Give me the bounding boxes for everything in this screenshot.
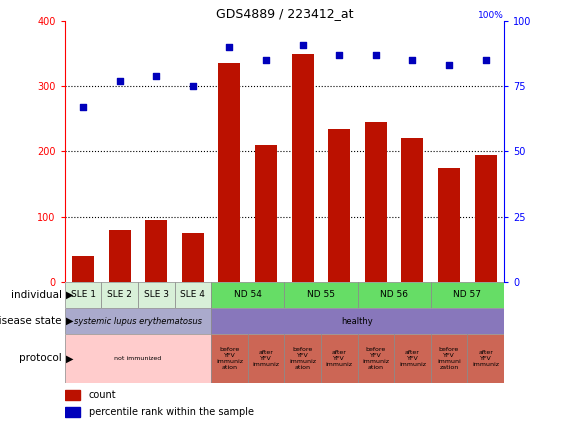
Bar	[358, 282, 431, 308]
Bar	[431, 334, 467, 383]
Text: SLE 3: SLE 3	[144, 290, 169, 299]
Point	[445, 62, 454, 69]
Text: systemic lupus erythematosus: systemic lupus erythematosus	[74, 316, 202, 326]
Bar	[394, 334, 431, 383]
Bar	[248, 334, 284, 383]
Point	[115, 78, 124, 85]
Text: after
YFV
immuniz: after YFV immuniz	[326, 350, 352, 367]
Text: SLE 2: SLE 2	[107, 290, 132, 299]
Bar	[401, 138, 423, 282]
Text: SLE 4: SLE 4	[180, 290, 205, 299]
Bar	[182, 233, 204, 282]
Bar	[255, 145, 277, 282]
Text: after
YFV
immuniz: after YFV immuniz	[253, 350, 279, 367]
Bar	[145, 220, 167, 282]
Bar	[284, 282, 358, 308]
Bar	[211, 334, 248, 383]
Bar	[138, 282, 175, 308]
Bar	[358, 334, 394, 383]
Bar	[101, 282, 138, 308]
Point	[79, 104, 88, 110]
Bar	[431, 282, 504, 308]
Bar	[175, 282, 211, 308]
Text: before
YFV
immuni
zation: before YFV immuni zation	[437, 347, 461, 370]
Point	[188, 83, 197, 90]
Text: ND 54: ND 54	[234, 290, 262, 299]
Text: 100%: 100%	[478, 11, 504, 20]
Title: GDS4889 / 223412_at: GDS4889 / 223412_at	[216, 7, 353, 20]
Bar	[284, 334, 321, 383]
Text: ▶: ▶	[66, 316, 73, 326]
Bar	[65, 334, 211, 383]
Bar	[72, 255, 94, 282]
Point	[225, 44, 234, 51]
Bar	[467, 334, 504, 383]
Bar	[321, 334, 358, 383]
Text: before
YFV
immuniz
ation: before YFV immuniz ation	[289, 347, 316, 370]
Text: healthy: healthy	[342, 316, 373, 326]
Bar	[475, 155, 497, 282]
Bar	[65, 407, 80, 417]
Bar	[365, 122, 387, 282]
Bar	[65, 282, 101, 308]
Bar	[292, 54, 314, 282]
Text: SLE 1: SLE 1	[70, 290, 96, 299]
Point	[152, 72, 161, 79]
Bar	[438, 168, 460, 282]
Bar	[65, 390, 80, 400]
Text: disease state: disease state	[0, 316, 62, 326]
Bar	[211, 308, 504, 334]
Point	[334, 52, 343, 58]
Point	[298, 41, 307, 48]
Text: after
YFV
immuniz: after YFV immuniz	[399, 350, 426, 367]
Bar	[211, 282, 284, 308]
Bar	[109, 230, 131, 282]
Text: ▶: ▶	[66, 354, 73, 363]
Text: percentile rank within the sample: percentile rank within the sample	[89, 407, 254, 417]
Text: protocol: protocol	[19, 354, 62, 363]
Point	[372, 52, 381, 58]
Point	[408, 57, 417, 63]
Text: ND 57: ND 57	[453, 290, 481, 299]
Point	[261, 57, 270, 63]
Text: before
YFV
immuniz
ation: before YFV immuniz ation	[216, 347, 243, 370]
Text: individual: individual	[11, 290, 62, 300]
Text: ▶: ▶	[66, 290, 73, 300]
Text: before
YFV
immuniz
ation: before YFV immuniz ation	[363, 347, 389, 370]
Bar	[218, 63, 240, 282]
Text: ND 56: ND 56	[380, 290, 408, 299]
Bar	[65, 308, 211, 334]
Bar	[328, 129, 350, 282]
Text: not immunized: not immunized	[114, 356, 162, 361]
Text: count: count	[89, 390, 117, 400]
Text: after
YFV
immuniz: after YFV immuniz	[472, 350, 499, 367]
Text: ND 55: ND 55	[307, 290, 335, 299]
Point	[481, 57, 490, 63]
